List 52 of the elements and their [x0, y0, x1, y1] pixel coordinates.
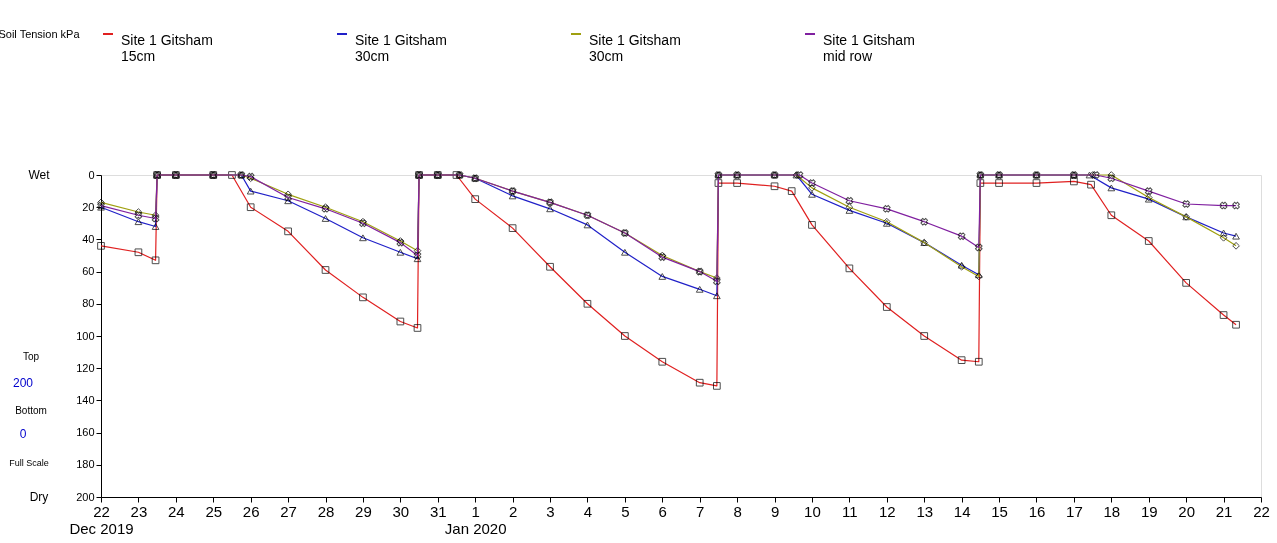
y-tick-label: 120 — [76, 361, 95, 374]
x-tick-label: 17 — [1066, 502, 1083, 520]
text: Top — [22, 351, 40, 362]
x-tick-label: 1 Jan 2020 — [444, 502, 507, 537]
x-tick-label: 28 — [317, 502, 335, 520]
legend-label: Site 1 Gitsham 30cm — [355, 32, 447, 64]
x-tick-label: 7 — [696, 502, 705, 520]
x-tick-label: 26 — [242, 502, 260, 520]
y-tick-label: 40 — [82, 232, 95, 245]
y-tick-label: 80 — [82, 297, 95, 310]
y-tick-label: 180 — [76, 458, 95, 471]
y-tick-label: 0 — [88, 168, 95, 181]
x-tick-label: 15 — [991, 502, 1008, 520]
legend-label: Site 1 Gitsham 15cm — [121, 32, 213, 64]
x-tick-label: 5 — [621, 502, 630, 520]
x-tick-label: 20 — [1178, 502, 1196, 520]
x-tick-label: 12 — [878, 502, 896, 520]
legend-label: Site 1 Gitsham mid row — [823, 32, 915, 64]
x-tick-label: 30 — [392, 502, 410, 520]
x-tick-label: 14 — [953, 502, 971, 520]
x-tick-label: 22 — [1253, 502, 1270, 520]
y-tick-label: 140 — [76, 393, 95, 406]
text: Dry — [29, 490, 49, 504]
x-tick-label: 2 — [508, 502, 518, 520]
x-tick-label: 4 — [583, 502, 593, 520]
x-tick-label: 10 — [804, 502, 821, 520]
x-tick-label: 21 — [1215, 502, 1233, 520]
text: Bottom — [15, 405, 47, 416]
x-tick-label: 6 — [658, 502, 667, 520]
text: Wet — [28, 168, 51, 182]
x-tick-label: 25 — [205, 502, 223, 520]
y-tick-label: 60 — [82, 265, 95, 278]
y-tick-label: 20 — [82, 200, 95, 213]
x-tick-label: 29 — [355, 502, 372, 520]
x-tick-label: 13 — [916, 502, 934, 520]
text: 0 — [19, 427, 27, 441]
x-tick-label: 24 — [167, 502, 185, 520]
x-tick-label: 3 — [546, 502, 555, 520]
y-tick-label: 200 — [76, 490, 95, 503]
text: 200 — [12, 376, 34, 390]
x-tick-label: 31 — [429, 502, 447, 520]
x-tick-label: 19 — [1140, 502, 1158, 520]
x-tick-label: 11 — [842, 502, 858, 520]
x-tick-label: 9 — [770, 502, 780, 520]
x-tick-label: 8 — [733, 502, 742, 520]
y-tick-label: 160 — [76, 426, 95, 439]
x-tick-label: 18 — [1103, 502, 1121, 520]
x-tick-label: 16 — [1028, 502, 1046, 520]
legend-label: Site 1 Gitsham 30cm — [589, 32, 681, 64]
y-tick-label: 100 — [76, 329, 95, 342]
x-tick-label: 27 — [280, 502, 297, 520]
text: Full Scale — [9, 458, 49, 468]
